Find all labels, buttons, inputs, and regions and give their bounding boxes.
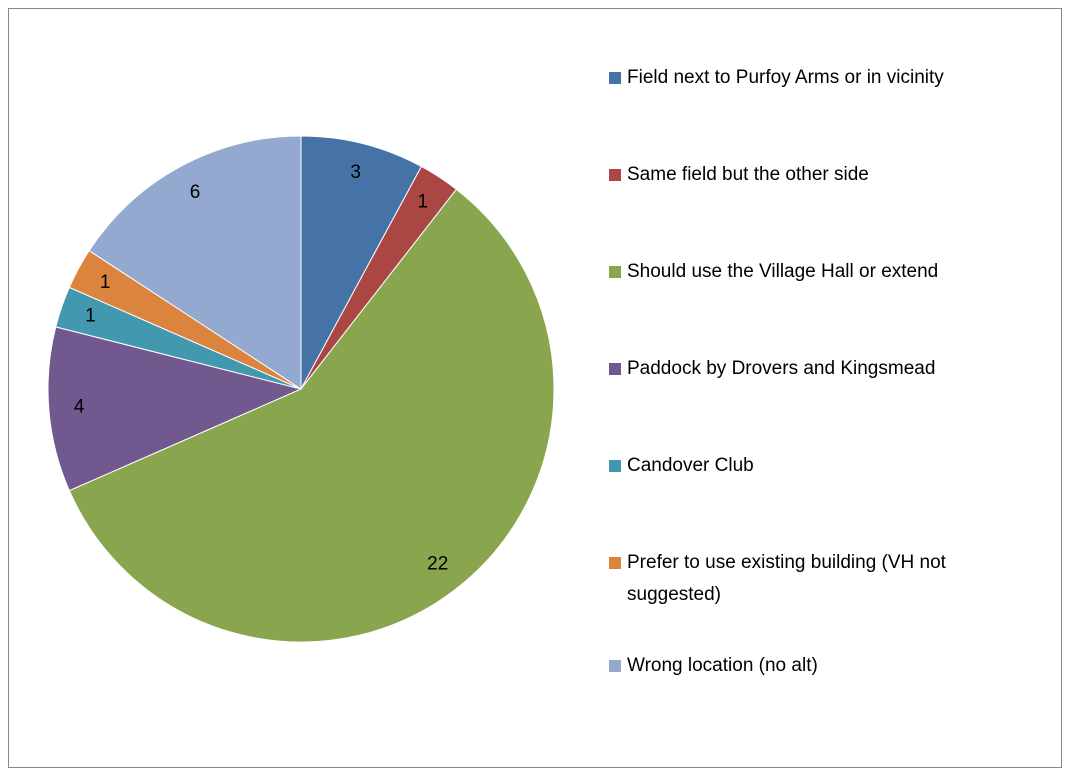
legend-item: Field next to Purfoy Arms or in vicinity (609, 62, 1029, 94)
data-label: 3 (350, 162, 361, 183)
legend-swatch (609, 169, 621, 181)
legend-item: Paddock by Drovers and Kingsmead (609, 353, 1029, 385)
data-label: 4 (74, 396, 85, 417)
legend-swatch (609, 557, 621, 569)
legend-swatch (609, 72, 621, 84)
legend-label: Same field but the other side (627, 164, 869, 185)
legend-item: Prefer to use existing building (VH not … (609, 547, 1029, 611)
legend-item: Candover Club (609, 450, 1029, 482)
pie-slice (88, 135, 302, 390)
legend-label: Wrong location (no alt) (627, 655, 818, 676)
legend-swatch (609, 660, 621, 672)
legend-label: Field next to Purfoy Arms or in vicinity (627, 67, 944, 88)
data-label: 6 (190, 182, 201, 203)
legend-swatch (609, 460, 621, 472)
legend-label: Paddock by Drovers and Kingsmead (627, 358, 936, 379)
legend-label: Should use the Village Hall or extend (627, 261, 939, 282)
legend-label: Candover Club (627, 455, 754, 476)
legend-item: Should use the Village Hall or extend (609, 256, 1029, 288)
pie-slice (68, 188, 555, 643)
legend-swatch (609, 266, 621, 278)
data-label: 1 (100, 272, 111, 293)
data-label: 1 (417, 192, 428, 213)
pie-slice (300, 135, 423, 390)
legend-item: Wrong location (no alt) (609, 650, 1029, 682)
data-label: 22 (427, 554, 448, 575)
legend-label: Prefer to use existing building (VH not … (627, 552, 946, 605)
data-label: 1 (85, 306, 96, 327)
legend-item: Same field but the other side (609, 159, 1029, 191)
legend-swatch (609, 363, 621, 375)
pie-slice (47, 326, 303, 492)
